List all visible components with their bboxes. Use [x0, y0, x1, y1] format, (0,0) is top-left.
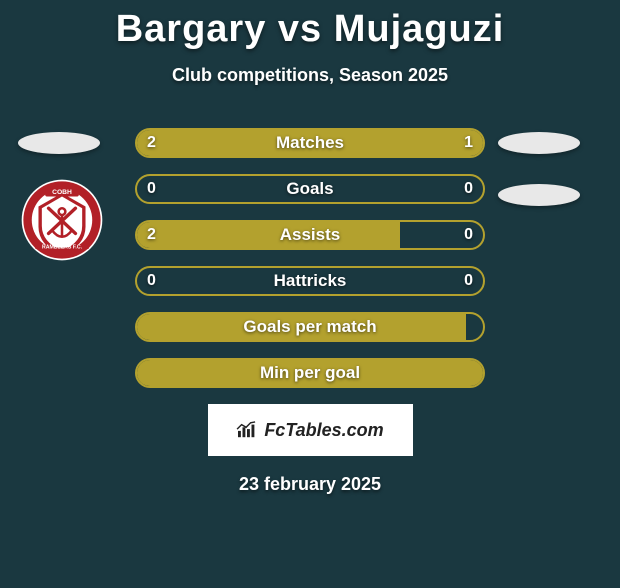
- bar-track: [135, 358, 485, 388]
- subtitle: Club competitions, Season 2025: [0, 65, 620, 86]
- stat-row: Hattricks00: [135, 266, 485, 296]
- bar-fill-left: [137, 130, 368, 156]
- bar-fill-right: [368, 130, 483, 156]
- stat-row: Min per goal: [135, 358, 485, 388]
- bar-fill-left: [137, 360, 483, 386]
- crest-icon: COBH RAMBLERS F.C.: [20, 178, 104, 262]
- bar-track: [135, 128, 485, 158]
- bar-fill-left: [137, 314, 466, 340]
- brand-badge: FcTables.com: [208, 404, 413, 456]
- svg-text:COBH: COBH: [52, 189, 72, 196]
- chart-icon: [236, 421, 258, 439]
- page-title: Bargary vs Mujaguzi: [0, 8, 620, 51]
- bar-track: [135, 312, 485, 342]
- stat-row: Assists20: [135, 220, 485, 250]
- svg-text:RAMBLERS F.C.: RAMBLERS F.C.: [42, 245, 83, 251]
- date-label: 23 february 2025: [0, 474, 620, 495]
- bar-track: [135, 266, 485, 296]
- brand-text: FcTables.com: [264, 420, 383, 441]
- bar-track: [135, 174, 485, 204]
- bar-fill-left: [137, 222, 400, 248]
- bar-track: [135, 220, 485, 250]
- flag-right-1: [498, 132, 580, 154]
- stat-row: Goals00: [135, 174, 485, 204]
- flag-right-2: [498, 184, 580, 206]
- stat-row: Goals per match: [135, 312, 485, 342]
- flag-left: [18, 132, 100, 154]
- club-crest: COBH RAMBLERS F.C.: [20, 178, 120, 267]
- stat-row: Matches21: [135, 128, 485, 158]
